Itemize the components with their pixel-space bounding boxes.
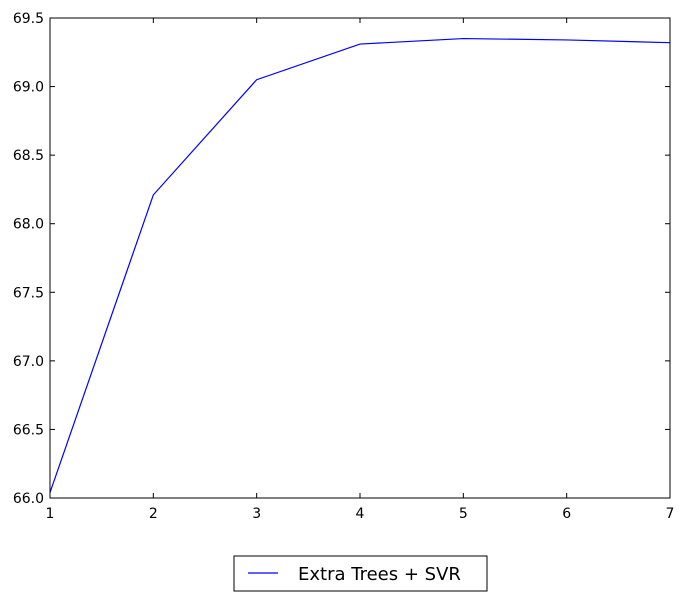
- plot-area-frame: [49, 17, 671, 499]
- y-tick-label: 66.5: [13, 422, 44, 438]
- x-tick-label: 1: [46, 506, 55, 522]
- y-tick-label: 68.0: [13, 217, 44, 233]
- series-layer: [49, 37, 671, 493]
- y-tick-label: 68.5: [13, 148, 44, 164]
- y-tick-label: 69.0: [13, 80, 44, 96]
- x-tick-label: 7: [666, 506, 675, 522]
- y-tick-label: 67.0: [13, 354, 44, 370]
- x-tick-label: 3: [252, 506, 261, 522]
- y-tick-label: 67.5: [13, 285, 44, 301]
- x-tick-label: 6: [562, 506, 571, 522]
- y-tick-label: 69.5: [13, 11, 44, 27]
- legend: Extra Trees + SVR: [233, 555, 488, 592]
- x-axis-tick-labels: 1 2 3 4 5 6 7: [46, 506, 675, 522]
- legend-series-label: Extra Trees + SVR: [298, 564, 461, 585]
- y-tick-label: 66.0: [13, 491, 44, 507]
- y-axis-tick-labels: 66.0 66.5 67.0 67.5 68.0 68.5 69.0 69.5: [13, 11, 44, 507]
- x-tick-label: 4: [356, 506, 365, 522]
- x-tick-label: 5: [459, 506, 468, 522]
- axis-ticks: [49, 17, 671, 499]
- x-tick-label: 2: [149, 506, 158, 522]
- series-line: [49, 37, 671, 493]
